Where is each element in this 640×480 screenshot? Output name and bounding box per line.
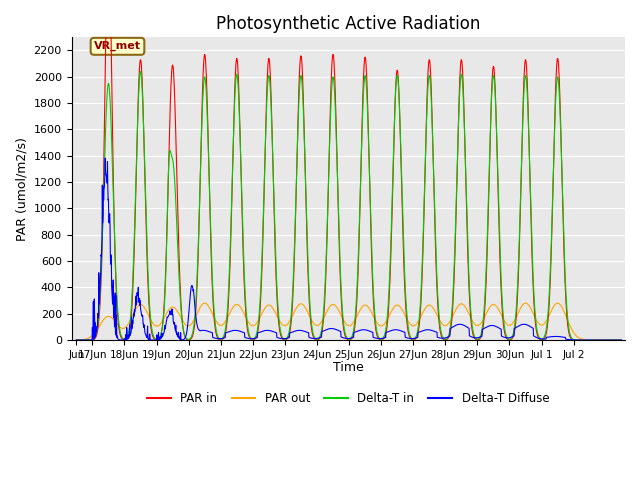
Text: VR_met: VR_met [94,41,141,51]
Title: Photosynthetic Active Radiation: Photosynthetic Active Radiation [216,15,481,33]
X-axis label: Time: Time [333,361,364,374]
Y-axis label: PAR (umol/m2/s): PAR (umol/m2/s) [15,137,28,240]
Legend: PAR in, PAR out, Delta-T in, Delta-T Diffuse: PAR in, PAR out, Delta-T in, Delta-T Dif… [143,387,554,410]
